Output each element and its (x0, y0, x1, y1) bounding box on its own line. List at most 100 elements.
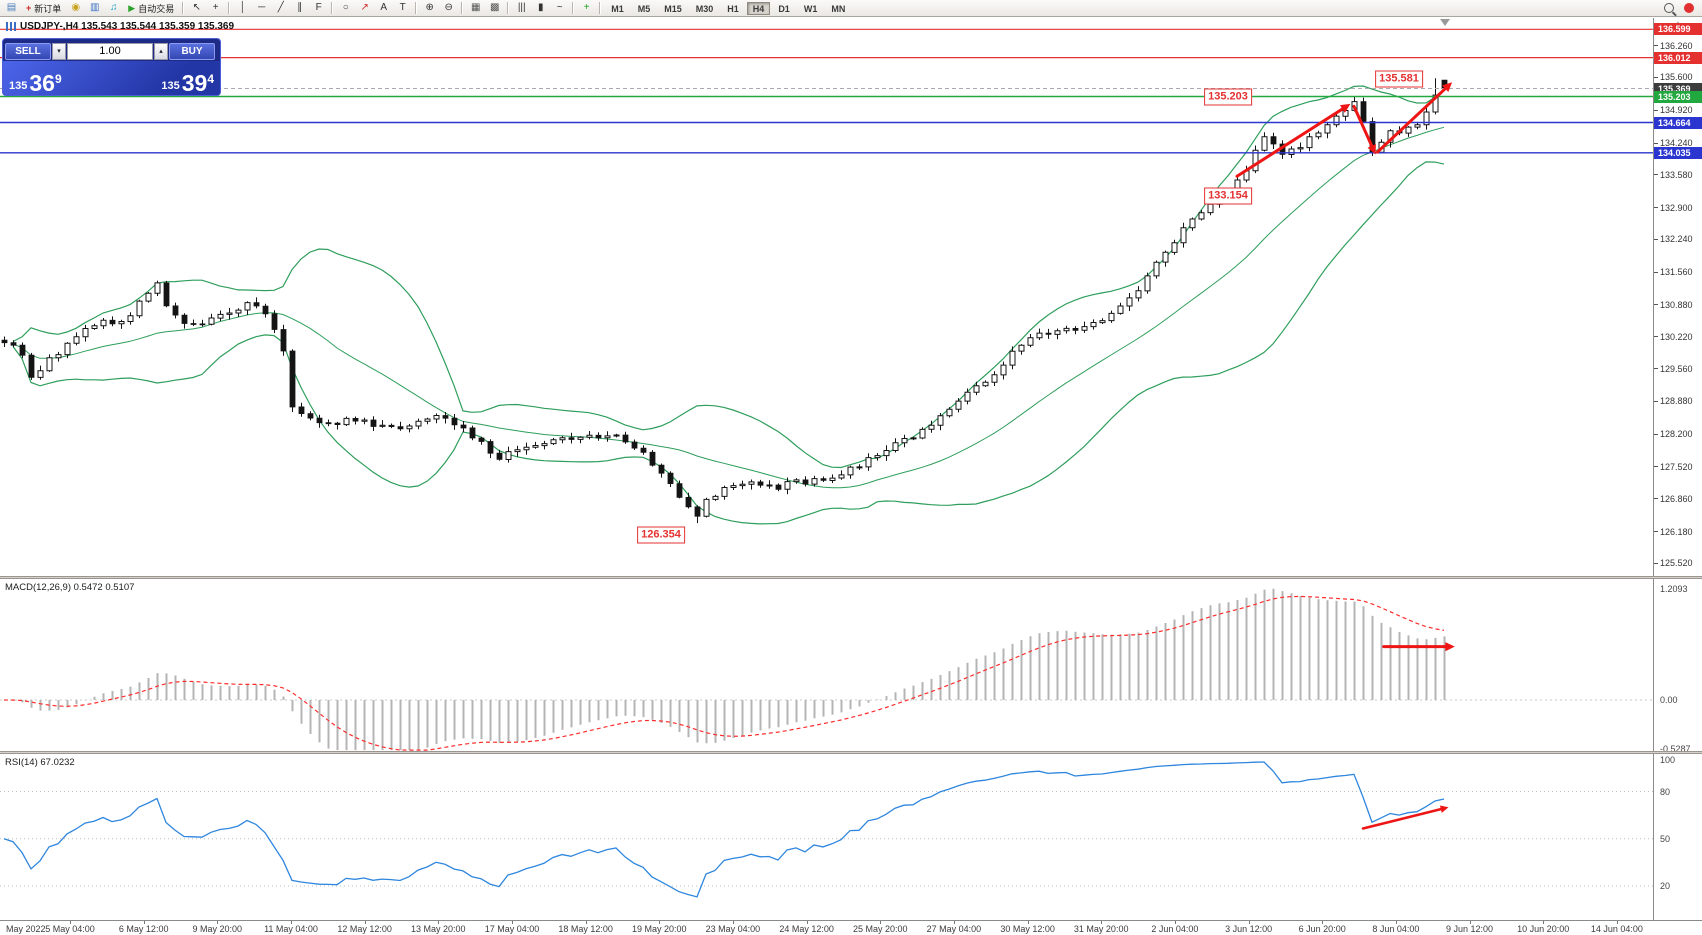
trend-arrow-head (1367, 144, 1376, 155)
price-tick: 125.520 (1654, 558, 1693, 569)
notification-icon[interactable] (1684, 3, 1694, 13)
price-annotation[interactable]: 135.203 (1204, 88, 1252, 106)
rsi-scale-label: 80 (1660, 786, 1671, 797)
autotrading-button-label: 自动交易 (138, 3, 175, 14)
rsi-line (3, 761, 1445, 898)
vertical-line-icon[interactable]: │ (239, 2, 246, 13)
arrow-tools-icon[interactable]: ↗ (360, 2, 369, 13)
trend-arrow[interactable] (1352, 104, 1375, 151)
time-tick (70, 921, 71, 924)
time-label: 9 Jun 12:00 (1445, 924, 1494, 934)
ohlc-bars-icon[interactable]: ||| (517, 2, 526, 13)
buy-price-big: 39 (181, 70, 208, 96)
new-order-button[interactable]: + 新订单 (21, 1, 66, 16)
price-marker: 134.035 (1654, 146, 1702, 159)
timeframe-button-h4[interactable]: H4 (746, 1, 771, 15)
new-chart-icon[interactable]: ▤ (6, 2, 17, 13)
timeframe-button-w1[interactable]: W1 (798, 2, 824, 15)
main-chart-canvas[interactable] (0, 18, 1653, 576)
timeframe-button-m5[interactable]: M5 (632, 2, 657, 15)
autotrading-icon: ▶ (128, 2, 136, 13)
time-tick (659, 921, 661, 924)
time-label: 13 May 20:00 (411, 924, 466, 934)
market-watch-icon[interactable]: ▥ (90, 2, 100, 13)
sell-button[interactable]: SELL (5, 42, 51, 60)
new-order-icon: + (26, 3, 32, 13)
volume-input[interactable] (67, 42, 153, 60)
trend-arrow[interactable] (1375, 85, 1449, 154)
time-label: 25 May 20:00 (853, 924, 908, 934)
time-tick (1322, 921, 1324, 924)
trend-arrow[interactable] (1235, 105, 1347, 178)
fibonacci-icon[interactable]: F (315, 2, 322, 13)
time-tick (364, 921, 366, 924)
price-scale[interactable]: ▲ 136.260135.600134.920134.240133.580132… (1653, 18, 1702, 920)
timeframe-button-d1[interactable]: D1 (772, 2, 796, 15)
rsi-scale-label: 100 (1660, 755, 1676, 765)
timeframe-button-m15[interactable]: M15 (658, 2, 688, 15)
timeframe-button-mn[interactable]: MN (825, 2, 851, 15)
rsi-canvas[interactable] (0, 754, 1653, 920)
time-tick (1395, 921, 1397, 924)
time-tick (217, 921, 219, 924)
trendline-icon[interactable]: ╱ (277, 2, 284, 13)
panel-splitter[interactable] (0, 751, 1702, 754)
volume-decrease-button[interactable]: ▾ (52, 42, 66, 60)
trend-arrow[interactable] (1361, 807, 1445, 830)
main-chart-panel[interactable]: USDJPY-,H4 135.543 135.544 135.359 135.3… (0, 18, 1653, 576)
line-chart-icon[interactable]: ~ (556, 2, 563, 13)
indicators-icon[interactable]: + (583, 2, 590, 13)
chart-icon (6, 22, 16, 31)
time-axis[interactable]: May 2022 5 May 04:00 6 May 12:00 9 May 20:0… (0, 920, 1702, 935)
buy-button[interactable]: BUY (169, 42, 215, 60)
toolbar-separator (182, 2, 185, 14)
time-tick (732, 921, 734, 924)
macd-canvas[interactable] (0, 579, 1653, 751)
crosshair-icon[interactable]: + (212, 2, 219, 13)
candlestick-chart-icon[interactable]: ▮ (537, 2, 544, 13)
price-marker: 136.599 (1654, 23, 1702, 36)
autotrading-button[interactable]: ▶ 自动交易 (123, 1, 179, 16)
search-icon[interactable] (1664, 3, 1674, 13)
rsi-scale-label: 50 (1660, 833, 1671, 844)
volume-increase-button[interactable]: ▴ (154, 42, 168, 60)
timeframe-button-h1[interactable]: H1 (721, 2, 745, 15)
macd-panel[interactable]: MACD(12,26,9) 0.5472 0.5107 (0, 579, 1653, 751)
zoom-in-icon[interactable]: ⊕ (425, 2, 434, 13)
text-icon[interactable]: A (380, 2, 388, 13)
timeframe-button-m1[interactable]: M1 (605, 2, 630, 15)
timeframe-button-m30[interactable]: M30 (690, 2, 720, 15)
chart-shift-marker[interactable] (1440, 19, 1450, 26)
toolbar-separator (461, 2, 464, 14)
rsi-panel[interactable]: RSI(14) 67.0232 (0, 754, 1653, 920)
time-label: 3 Jun 12:00 (1225, 924, 1273, 934)
time-label: 6 May 12:00 (118, 924, 169, 934)
trend-arrow-head (1439, 805, 1449, 813)
price-annotation[interactable]: 135.581 (1375, 70, 1423, 88)
time-label: 9 May 20:00 (192, 924, 243, 934)
price-annotation[interactable]: 133.154 (1204, 187, 1252, 204)
time-tick (291, 921, 292, 924)
candle-wicks (4, 78, 1445, 524)
profiles-icon[interactable]: ◉ (71, 2, 81, 13)
text-label-icon[interactable]: T (399, 2, 406, 13)
time-tick (1248, 921, 1250, 924)
cascade-windows-icon[interactable]: ▩ (489, 2, 500, 13)
tile-windows-icon[interactable]: ▦ (470, 2, 481, 13)
time-tick (1469, 921, 1471, 924)
time-tick (585, 921, 587, 924)
alerts-icon[interactable]: ♫ (110, 2, 118, 13)
toolbar-separator (331, 2, 334, 14)
price-tick: 130.220 (1654, 331, 1693, 342)
price-annotation[interactable]: 126.354 (637, 526, 685, 544)
shapes-icon[interactable]: ○ (342, 2, 349, 13)
price-tick: 130.880 (1654, 299, 1693, 310)
price-tick: 126.180 (1654, 526, 1693, 537)
cursor-icon[interactable]: ↖ (192, 2, 201, 13)
equidistant-channel-icon[interactable]: ∥ (297, 2, 303, 13)
horizontal-line-icon[interactable]: ─ (258, 2, 266, 13)
time-label: 12 May 12:00 (337, 924, 392, 934)
zoom-out-icon[interactable]: ⊖ (444, 2, 453, 13)
panel-splitter[interactable] (0, 576, 1702, 579)
